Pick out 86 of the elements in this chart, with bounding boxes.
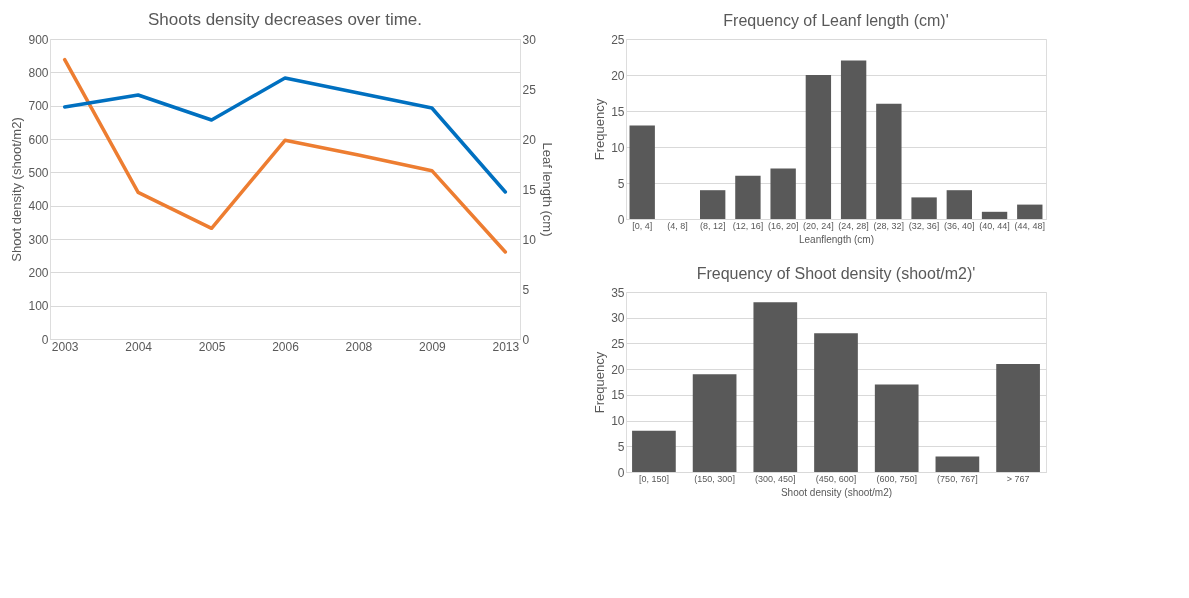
chart-title: Frequency of Shoot density (shoot/m2)': [696, 265, 976, 282]
x-tick-label: (32, 36]: [908, 220, 940, 231]
bar: [632, 430, 676, 472]
x-tick-label: (16, 20]: [767, 220, 799, 231]
y-tick-label: 500: [28, 165, 49, 180]
x-tick-label: 2009: [419, 339, 447, 354]
x-tick-label: (750, 767]: [937, 473, 978, 484]
y2-tick-label: 25: [522, 82, 537, 97]
x-tick-label: 2003: [51, 339, 79, 354]
y-tick-label: 5: [617, 176, 625, 191]
x-tick-label: (8, 12]: [699, 220, 726, 231]
x-tick-label: [0, 4]: [632, 220, 653, 231]
y-tick-label: 100: [28, 299, 49, 314]
y-tick-label: 900: [28, 32, 49, 47]
y-tick-label: 35: [611, 285, 625, 300]
x-axis-title: Leanflength (cm): [798, 233, 875, 245]
bar: [629, 125, 655, 219]
x-tick-label: (450, 600]: [815, 473, 857, 484]
bar: [935, 456, 980, 472]
chart-title: Frequency of Leanf length (cm)': [723, 12, 949, 29]
y2-tick-label: 20: [522, 132, 537, 147]
x-tick-label: (300, 450]: [755, 473, 796, 484]
x-tick-label: 2008: [345, 339, 373, 354]
y-tick-label: 300: [28, 232, 49, 247]
bar: [840, 60, 867, 219]
bar: [692, 374, 737, 472]
y-tick-label: 200: [28, 265, 49, 280]
x-tick-label: 2013: [492, 339, 520, 354]
y-tick-label: 15: [611, 388, 625, 403]
y2-tick-label: 0: [522, 332, 530, 347]
bar: [735, 175, 761, 219]
y-tick-label: 20: [611, 68, 625, 83]
x-tick-label: (36, 40]: [944, 220, 975, 231]
bar: [996, 364, 1040, 472]
bar: [946, 190, 973, 219]
y-tick-label: 10: [611, 140, 625, 155]
y-tick-label: 0: [617, 212, 625, 227]
y-tick-label: 15: [611, 104, 625, 119]
x-tick-label: > 767: [1006, 473, 1030, 484]
x-tick-label: (20, 24]: [803, 220, 834, 231]
bar: [874, 384, 919, 472]
y-axis-title: Frequency: [592, 351, 608, 414]
y-axis-title: Shoot density (shoot/m2): [9, 117, 25, 262]
y-tick-label: 0: [41, 332, 49, 347]
bar: [876, 103, 902, 219]
x-tick-label: (4, 8]: [667, 220, 688, 231]
bar: [805, 75, 832, 219]
y2-tick-label: 5: [522, 282, 530, 297]
chart-title: Shoots density decreases over time.: [147, 10, 423, 29]
x-tick-label: (12, 16]: [732, 220, 764, 231]
x-tick-label: (28, 32]: [873, 220, 905, 231]
y-tick-label: 400: [28, 199, 49, 214]
bar: [1017, 204, 1043, 219]
line-series: [62, 57, 508, 254]
x-tick-label: 2004: [125, 339, 153, 354]
y-tick-label: 5: [617, 439, 625, 454]
line-series: [62, 76, 508, 194]
y-tick-label: 0: [617, 465, 625, 480]
bar: [699, 190, 726, 219]
y-tick-label: 800: [28, 65, 49, 80]
bar: [911, 197, 937, 219]
x-tick-label: (40, 44]: [979, 220, 1010, 231]
bar: [814, 333, 858, 472]
y-tick-label: 25: [611, 32, 625, 47]
y-tick-label: 30: [611, 311, 625, 326]
y-tick-label: 700: [28, 99, 49, 114]
x-tick-label: (150, 300]: [694, 473, 735, 484]
y-tick-label: 600: [28, 132, 49, 147]
bar: [753, 302, 798, 472]
y2-tick-label: 15: [522, 182, 537, 197]
y-tick-label: 10: [611, 414, 625, 429]
y-tick-label: 25: [611, 336, 625, 351]
y-tick-label: 20: [611, 362, 625, 377]
x-tick-label: (44, 48]: [1014, 220, 1046, 231]
bar: [981, 211, 1008, 219]
y-axis-title: Frequency: [592, 98, 608, 161]
x-tick-label: (24, 28]: [838, 220, 869, 231]
x-tick-label: 2006: [272, 339, 300, 354]
bar: [770, 168, 796, 219]
x-tick-label: [0, 150]: [638, 473, 669, 484]
y2-tick-label: 30: [522, 32, 537, 47]
y2-tick-label: 10: [522, 232, 537, 247]
x-tick-label: 2005: [198, 339, 226, 354]
x-axis-title: Shoot density (shoot/m2): [780, 486, 893, 498]
x-tick-label: (600, 750]: [876, 473, 917, 484]
y2-axis-title: Leaf length (cm): [539, 142, 555, 237]
